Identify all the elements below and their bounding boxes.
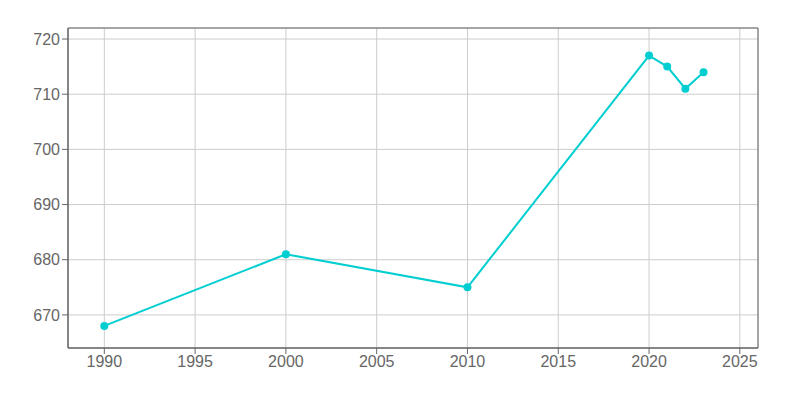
svg-text:2000: 2000 <box>268 353 304 370</box>
svg-text:2005: 2005 <box>359 353 395 370</box>
svg-text:2015: 2015 <box>540 353 576 370</box>
svg-text:2010: 2010 <box>450 353 486 370</box>
svg-text:1990: 1990 <box>87 353 123 370</box>
svg-text:2020: 2020 <box>631 353 667 370</box>
svg-text:1995: 1995 <box>177 353 213 370</box>
svg-text:720: 720 <box>33 31 60 48</box>
svg-text:690: 690 <box>33 196 60 213</box>
svg-text:2025: 2025 <box>722 353 758 370</box>
svg-text:670: 670 <box>33 307 60 324</box>
svg-text:700: 700 <box>33 141 60 158</box>
svg-text:710: 710 <box>33 86 60 103</box>
svg-text:680: 680 <box>33 251 60 268</box>
